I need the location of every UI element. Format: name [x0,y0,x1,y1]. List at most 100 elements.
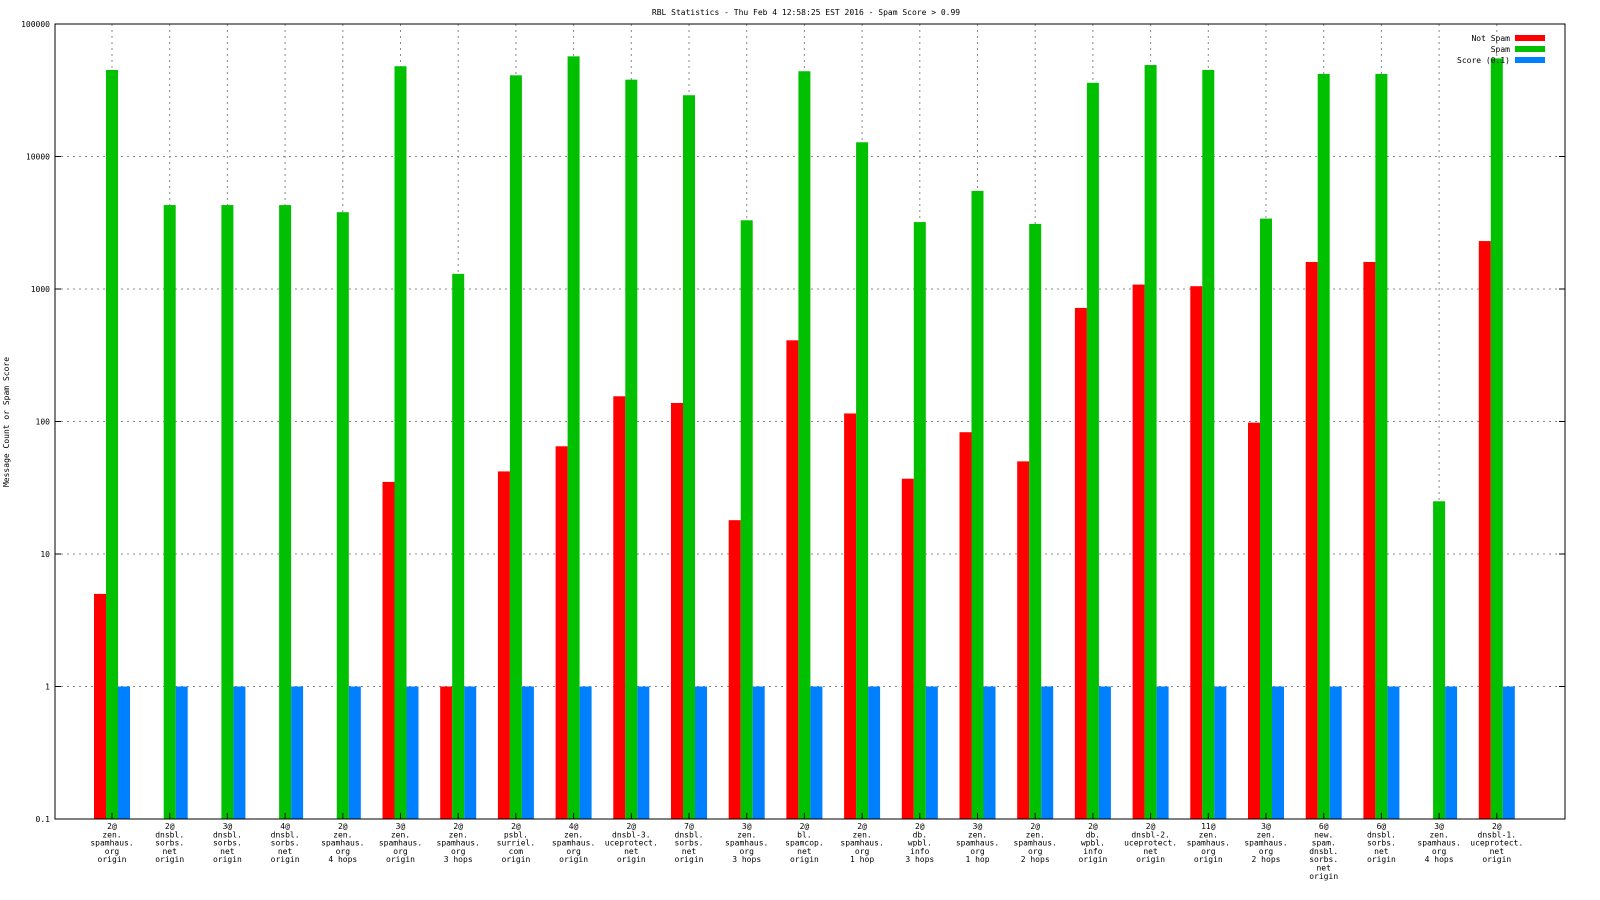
bar-spam [1202,69,1215,819]
x-category-label: origin [1078,855,1107,864]
x-category-label: origin [790,855,819,864]
x-category-label: 1 hop [850,855,874,864]
bar-not-spam [1074,307,1087,819]
bar-score-0-1 [118,686,130,819]
x-category-label: sorbs. [1367,839,1396,848]
bar-not-spam [901,478,914,819]
x-category-label: 2@ [165,822,175,831]
bar-spam [798,71,811,819]
bar-score-0-1 [695,686,707,819]
x-category-label: 3@ [223,822,233,831]
y-tick-label: 1000 [31,285,50,294]
x-category-label: origin [1367,855,1396,864]
x-category-label: psbl. [504,830,528,839]
bar-score-0-1 [983,686,996,819]
x-category-label: net [278,847,293,856]
x-category-label: 4@ [569,822,579,831]
x-axis-category-labels: 2@zen.spamhaus.orgorigin2@dnsbl.sorbs.ne… [90,822,1523,881]
x-category-label: zen. [1429,830,1448,839]
x-category-label: new. [1314,830,1333,839]
x-category-label: spamhaus. [725,839,768,848]
bar-score-0-1 [1387,686,1400,819]
x-category-label: db. [1086,830,1100,839]
x-category-label: surriel. [497,839,536,848]
x-category-label: zen. [968,830,987,839]
bar-score-0-1 [810,686,823,819]
x-category-label: org [855,847,870,856]
x-category-label: spamcop. [785,839,824,848]
x-category-label: origin [559,855,588,864]
bar-not-spam [1363,261,1376,819]
x-category-label: org [970,847,985,856]
x-category-label: sorbs. [675,839,704,848]
bar-not-spam [382,481,395,819]
bar-spam [279,205,292,819]
x-category-label: sorbs. [213,839,242,848]
bar-not-spam [555,446,568,819]
x-category-label: 4@ [280,822,290,831]
x-category-label: info [910,847,929,856]
bar-score-0-1 [464,686,477,819]
x-category-label: spamhaus. [956,839,999,848]
bar-spam [971,190,984,819]
x-category-label: spamhaus. [379,839,422,848]
x-category-label: origin [271,855,300,864]
bar-not-spam [671,402,683,819]
y-axis-label: Message Count or Spam Score [2,357,11,487]
x-category-label: zen. [391,830,410,839]
bar-spam [1433,501,1446,819]
x-category-label: spamhaus. [1014,839,1057,848]
bar-spam [1029,223,1042,819]
bar-not-spam [959,432,972,819]
bar-score-0-1 [752,686,765,819]
bar-not-spam [786,340,799,819]
x-category-label: 2@ [915,822,925,831]
bar-score-0-1 [1329,686,1342,819]
x-category-label: origin [501,855,530,864]
x-category-label: zen. [737,830,756,839]
x-category-label: dnsbl. [675,830,704,839]
bar-not-spam [1017,461,1030,819]
x-category-label: zen. [102,830,121,839]
x-category-label: origin [1482,855,1511,864]
bar-not-spam [728,520,741,819]
x-category-label: 2@ [1088,822,1098,831]
x-category-label: origin [617,855,646,864]
x-category-label: dnsbl-1. [1478,830,1517,839]
x-category-label: net [162,847,177,856]
bar-spam [683,95,695,820]
y-axis-ticks: 0.1 1 10 100 1000 10000 100000 [21,20,1565,824]
x-category-label: 3 hops [732,855,761,864]
x-category-label: org [1201,847,1216,856]
x-category-label: dnsbl-3. [612,830,651,839]
x-category-label: spamhaus. [1417,839,1460,848]
x-category-label: spamhaus. [840,839,883,848]
bar-spam [1144,65,1157,820]
x-category-label: org [1259,847,1274,856]
bar-not-spam [94,593,106,819]
bar-score-0-1 [637,686,650,819]
x-category-label: origin [675,855,704,864]
chart-title: RBL Statistics - Thu Feb 4 12:58:25 EST … [652,8,960,17]
x-category-label: bl. [797,830,811,839]
bar-score-0-1 [1098,686,1111,819]
x-category-label: 3@ [1261,822,1271,831]
x-category-label: net [682,847,697,856]
bar-spam [913,222,926,819]
bar-not-spam [1190,286,1203,820]
bar-not-spam [1478,241,1491,820]
x-category-label: 2@ [1146,822,1156,831]
legend-swatch [1515,46,1545,52]
x-category-label: 4 hops [328,855,357,864]
bar-spam [856,142,869,819]
x-category-label: 6@ [1377,822,1387,831]
bar-spam [163,205,176,819]
x-category-label: net [220,847,235,856]
x-category-label: 2@ [338,822,348,831]
y-tick-label: 100000 [21,20,50,29]
x-category-label: spamhaus. [437,839,480,848]
x-category-label: origin [155,855,184,864]
x-category-label: db. [913,830,927,839]
x-category-label: 3@ [396,822,406,831]
x-category-label: org [393,847,408,856]
